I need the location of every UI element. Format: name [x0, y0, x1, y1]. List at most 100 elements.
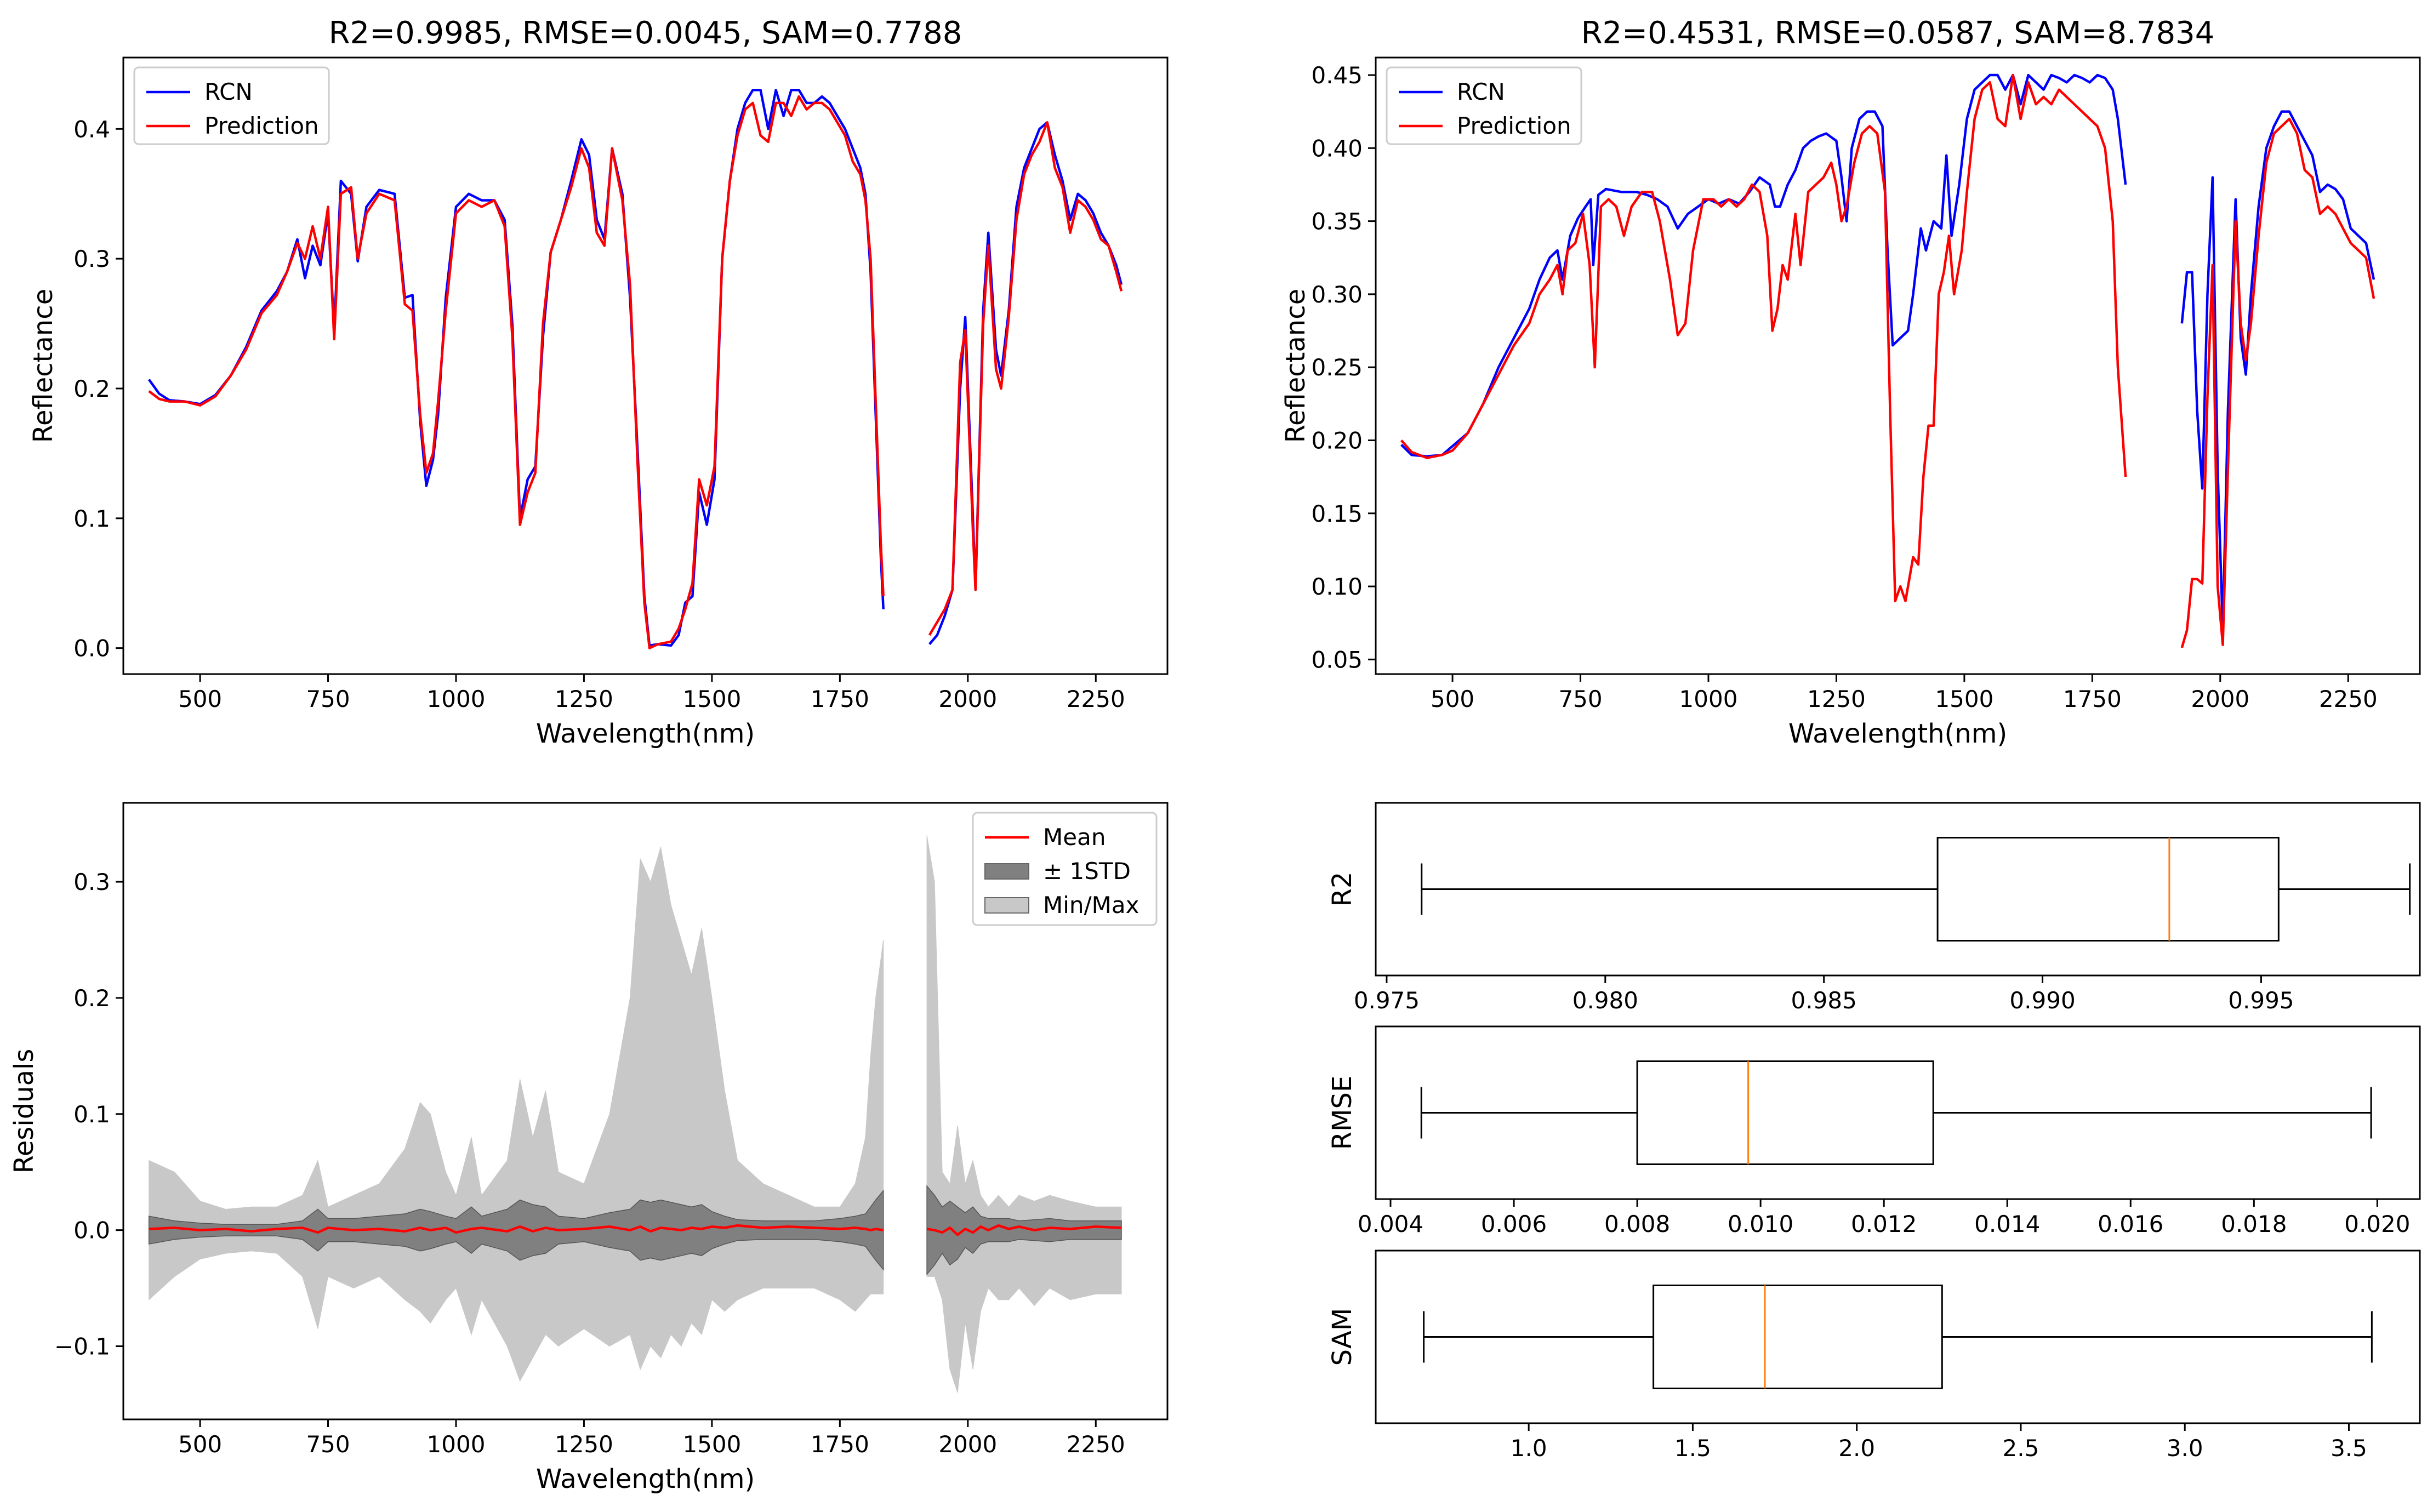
x-tick-label: 1500	[682, 686, 741, 712]
series-line	[1400, 73, 2127, 458]
x-tick-label: 500	[1431, 686, 1474, 712]
legend-label: Prediction	[1457, 112, 1571, 139]
std-band	[926, 1185, 1122, 1276]
x-tick-label: 1750	[811, 686, 869, 712]
y-axis-label: Residuals	[9, 1049, 39, 1174]
x-tick-label: 0.006	[1481, 1211, 1547, 1237]
iqr-box	[1636, 1060, 1934, 1165]
x-tick-label: 1750	[811, 1431, 869, 1458]
series-prediction	[148, 95, 1123, 649]
y-tick-label: 0.0	[73, 1217, 110, 1244]
y-tick-label: 0.15	[1311, 500, 1363, 527]
x-tick-label: 1000	[427, 686, 486, 712]
y-tick-label: 0.10	[1311, 573, 1363, 600]
y-tick-label: 0.2	[73, 985, 110, 1012]
legend: RCN Prediction	[1386, 66, 1582, 145]
y-tick-label: 0.20	[1311, 427, 1363, 454]
series-line	[147, 88, 885, 647]
x-tick-label: 750	[1558, 686, 1602, 712]
boxplot-rmse: 0.004 0.006 0.008 0.010 0.012 0.014 0.016 0.018…	[1327, 1025, 2421, 1237]
x-tick-label: 1250	[555, 1431, 613, 1458]
x-tick-label: 0.018	[2221, 1211, 2287, 1237]
x-tick-label: 750	[306, 1431, 350, 1458]
x-tick-label: 2.5	[2003, 1435, 2039, 1462]
iqr-box	[1936, 837, 2280, 942]
y-tick-label: −0.1	[54, 1333, 110, 1360]
y-axis-label: SAM	[1327, 1308, 1358, 1366]
minmax-band	[926, 835, 1122, 1393]
legend-label: Min/Max	[1043, 892, 1139, 918]
x-axis: 0.975 0.980 0.985 0.990 0.995	[1354, 975, 2294, 1014]
legend-label: Mean	[1043, 824, 1106, 851]
axes-frame	[1375, 1249, 2421, 1424]
axes-frame	[1375, 1025, 2421, 1200]
y-axis-label: R2	[1327, 872, 1358, 907]
mean-line	[149, 1224, 884, 1234]
y-tick-label: 0.1	[73, 1101, 110, 1128]
minmax-band	[149, 847, 884, 1382]
chart-title: R2=0.9985, RMSE=0.0045, SAM=0.7788	[329, 15, 962, 51]
x-tick-label: 0.004	[1358, 1211, 1423, 1237]
x-axis-label: Wavelength(nm)	[536, 718, 755, 749]
x-tick-label: 0.995	[2228, 987, 2294, 1014]
y-tick-label: 0.3	[73, 869, 110, 895]
x-tick-label: 0.020	[2344, 1211, 2410, 1237]
x-axis-label: Wavelength(nm)	[536, 1464, 755, 1494]
x-tick-label: 2250	[1067, 686, 1125, 712]
x-axis: 500 750 1000 1250 1500 1750 2000 2250	[1431, 674, 2378, 712]
legend-label: RCN	[204, 78, 253, 105]
legend: RCN Prediction	[133, 66, 330, 145]
x-tick-label: 2.0	[1838, 1435, 1875, 1462]
legend: Mean ± 1STD Min/Max	[972, 812, 1158, 926]
x-tick-label: 750	[306, 686, 350, 712]
x-tick-label: 3.5	[2331, 1435, 2367, 1462]
residual-segment	[926, 835, 1122, 1393]
x-tick-label: 1500	[1935, 686, 1993, 712]
series-prediction	[1400, 73, 2375, 648]
x-tick-label: 2000	[938, 1431, 997, 1458]
y-axis: 0.05 0.10 0.15 0.20 0.25 0.30 0.35 0.40 0.45	[1311, 62, 1376, 673]
y-axis-label: Reflectance	[1280, 289, 1311, 443]
axes-frame	[122, 56, 1169, 675]
legend-label: Prediction	[204, 112, 319, 139]
x-tick-label: 0.975	[1354, 987, 1420, 1014]
legend-frame	[972, 812, 1158, 926]
legend-label: RCN	[1457, 78, 1505, 105]
y-tick-label: 0.4	[73, 116, 110, 142]
y-axis-label: Reflectance	[28, 289, 59, 443]
x-tick-label: 0.014	[1974, 1211, 2040, 1237]
y-tick-label: 0.1	[73, 505, 110, 532]
y-axis: 0.0 0.1 0.2 0.3 0.4	[73, 116, 123, 662]
reflectance-chart-2: 500 750 1000 1250 1500 1750 2000 22500.050.100.…	[1280, 15, 2421, 749]
axes-frame	[1375, 802, 2421, 977]
x-axis: 0.004 0.006 0.008 0.010 0.012 0.014 0.016 0.018…	[1358, 1199, 2410, 1237]
series-line	[2180, 110, 2375, 632]
y-tick-label: 0.35	[1311, 208, 1363, 235]
y-tick-label: 0.30	[1311, 281, 1363, 308]
x-tick-label: 0.990	[2009, 987, 2075, 1014]
mean-line	[926, 1224, 1122, 1237]
chart-title: R2=0.4531, RMSE=0.0587, SAM=8.7834	[1581, 15, 2215, 51]
x-tick-label: 2000	[2191, 686, 2249, 712]
iqr-box	[1653, 1285, 1943, 1389]
x-axis: 500 750 1000 1250 1500 1750 2000 2250	[178, 674, 1125, 712]
y-tick-label: 0.3	[73, 246, 110, 272]
x-tick-label: 500	[178, 686, 222, 712]
series-line	[1400, 73, 2127, 602]
y-axis: −0.1 0.0 0.1 0.2 0.3	[54, 869, 123, 1360]
x-tick-label: 1000	[427, 1431, 486, 1458]
x-tick-label: 1750	[2063, 686, 2122, 712]
boxplot-sam: 1.0 1.5 2.0 2.5 3.0 3.5 SAM	[1327, 1249, 2421, 1462]
x-axis: 1.0 1.5 2.0 2.5 3.0 3.5	[1511, 1423, 2367, 1462]
std-band	[148, 1189, 884, 1271]
x-axis: 500 750 1000 1250 1500 1750 2000 2250	[178, 1419, 1125, 1458]
series-rcn	[1400, 73, 2375, 632]
x-axis-label: Wavelength(nm)	[1788, 718, 2007, 749]
x-tick-label: 0.008	[1604, 1211, 1670, 1237]
legend-label: ± 1STD	[1043, 858, 1131, 885]
legend-swatch	[984, 863, 1029, 880]
x-tick-label: 2250	[1067, 1431, 1125, 1458]
y-tick-label: 0.0	[73, 635, 110, 662]
x-tick-label: 1.5	[1674, 1435, 1711, 1462]
x-tick-label: 2250	[2319, 686, 2378, 712]
